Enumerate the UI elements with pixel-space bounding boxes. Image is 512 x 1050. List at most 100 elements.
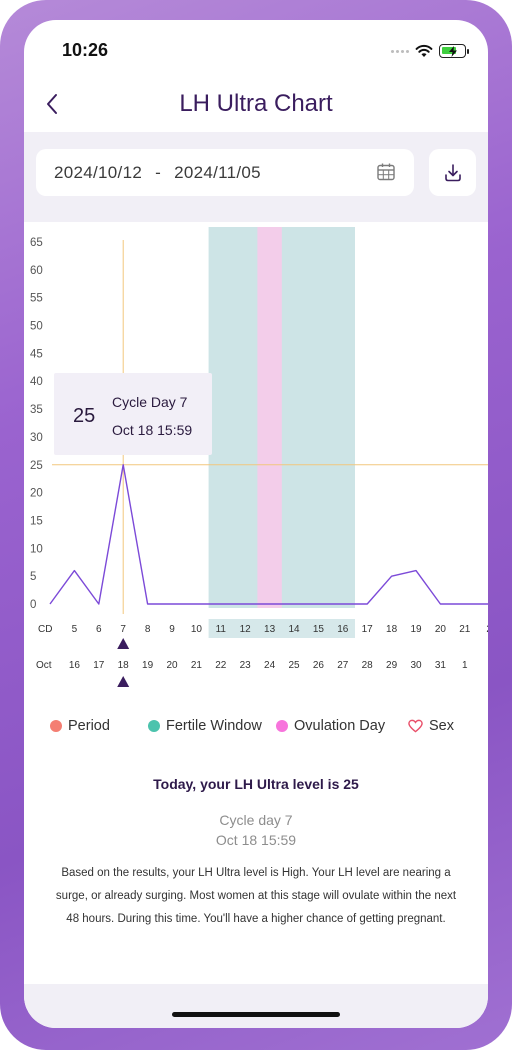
date-tick-label: 28	[362, 660, 374, 671]
header: LH Ultra Chart	[24, 76, 488, 132]
page-title: LH Ultra Chart	[179, 90, 333, 117]
screen: 10:26 LH Ultra Chart	[24, 20, 488, 1028]
date-tick-label: 1	[462, 660, 468, 671]
date-tick-label: 29	[386, 660, 398, 671]
status-icons	[391, 42, 469, 60]
selected-day-marker-date	[117, 676, 130, 687]
status-time: 10:26	[62, 40, 109, 60]
summary-time: Oct 18 15:59	[215, 832, 297, 848]
y-tick-label: 55	[30, 293, 43, 305]
y-tick-label: 25	[30, 460, 43, 472]
legend-label: Fertile Window	[166, 718, 262, 734]
cd-tick-label: 7	[120, 624, 126, 635]
date-tick-label: 18	[118, 660, 130, 671]
legend-label: Ovulation Day	[294, 718, 386, 734]
home-indicator[interactable]	[172, 1012, 340, 1017]
cd-row-fertile-highlight	[208, 619, 355, 638]
battery-icon	[439, 44, 469, 58]
legend-item-fertile-window: Fertile Window	[148, 718, 262, 734]
cd-tick-label: 12	[240, 624, 252, 635]
status-bar: 10:26	[24, 20, 488, 76]
date-tick-label: 24	[264, 660, 276, 671]
legend-dot-icon	[148, 720, 160, 732]
cd-row-label: CD	[38, 624, 52, 635]
cd-tick-label: 6	[96, 624, 102, 635]
cd-tick-label: 10	[191, 624, 203, 635]
date-range-bar: 2024/10/12 - 2024/11/05	[24, 132, 488, 222]
date-tick-label: 22	[215, 660, 227, 671]
y-tick-label: 35	[30, 404, 43, 416]
y-tick-label: 45	[30, 348, 43, 360]
date-tick-label: 17	[93, 660, 105, 671]
date-row-label: Oct	[36, 660, 52, 671]
legend-item-sex: Sex	[408, 718, 454, 734]
tooltip-cycle-day: Cycle Day 7	[112, 394, 188, 410]
date-tick-label: 30	[410, 660, 422, 671]
y-tick-label: 60	[30, 265, 43, 277]
signal-dots-icon	[391, 49, 409, 53]
y-tick-label: 30	[30, 432, 43, 444]
y-tick-label: 65	[30, 237, 43, 249]
date-tick-label: 20	[166, 660, 178, 671]
legend-dot-icon	[276, 720, 288, 732]
date-end: 2024/11/05	[174, 162, 261, 182]
y-tick-label: 15	[30, 515, 43, 527]
cd-tick-label: 17	[362, 624, 374, 635]
legend-item-period: Period	[50, 718, 110, 734]
date-separator: -	[155, 162, 162, 182]
cd-tick-label: 9	[169, 624, 175, 635]
date-tick-label: 31	[435, 660, 447, 671]
back-button[interactable]	[38, 90, 66, 118]
lh-series-line	[49, 464, 488, 605]
cd-tick-label: 2	[486, 624, 488, 635]
legend: Period Fertile Window Ovulation Day Sex	[24, 718, 488, 744]
cd-tick-label: 8	[145, 624, 151, 635]
footer-bar	[24, 984, 488, 1028]
date-tick-label: 21	[191, 660, 203, 671]
summary-title: Today, your LH Ultra level is 25	[153, 776, 359, 792]
chevron-left-icon	[47, 94, 57, 114]
cd-tick-label: 19	[410, 624, 422, 635]
date-tick-label: 26	[313, 660, 325, 671]
date-tick-label: 16	[69, 660, 81, 671]
selected-day-marker-cd	[117, 638, 130, 649]
cd-tick-label: 18	[386, 624, 398, 635]
date-tick-label: 19	[142, 660, 154, 671]
legend-dot-icon	[50, 720, 62, 732]
summary-cycle-day: Cycle day 7	[219, 812, 293, 828]
y-tick-label: 50	[30, 321, 43, 333]
y-tick-label: 20	[30, 488, 43, 500]
date-start: 2024/10/12	[54, 162, 143, 182]
date-range-picker[interactable]: 2024/10/12 - 2024/11/05	[36, 149, 414, 196]
cd-tick-label: 20	[435, 624, 447, 635]
y-tick-label: 0	[30, 599, 36, 611]
y-tick-label: 40	[30, 376, 43, 388]
cd-tick-label: 14	[288, 624, 300, 635]
calendar-icon[interactable]	[376, 162, 396, 182]
legend-item-ovulation-day: Ovulation Day	[276, 718, 385, 734]
cd-tick-label: 21	[459, 624, 471, 635]
tooltip-value: 25	[73, 405, 95, 427]
cd-tick-label: 5	[72, 624, 78, 635]
date-tick-label: 23	[240, 660, 252, 671]
cd-tick-label: 13	[264, 624, 276, 635]
ovulation-day-band	[257, 227, 282, 608]
y-tick-label: 10	[30, 543, 43, 555]
date-tick-label: 25	[288, 660, 300, 671]
tooltip-time: Oct 18 15:59	[112, 422, 192, 438]
heart-icon	[408, 719, 423, 733]
download-button[interactable]	[429, 149, 476, 196]
cd-tick-label: 16	[337, 624, 349, 635]
cd-tick-label: 11	[216, 624, 227, 635]
legend-label: Period	[68, 718, 110, 734]
download-icon	[444, 163, 461, 181]
date-tick-label: 27	[337, 660, 349, 671]
tooltip-box	[54, 373, 212, 455]
y-tick-label: 5	[30, 571, 36, 583]
wifi-icon	[415, 44, 433, 57]
cd-tick-label: 15	[313, 624, 325, 635]
legend-label: Sex	[429, 718, 454, 734]
